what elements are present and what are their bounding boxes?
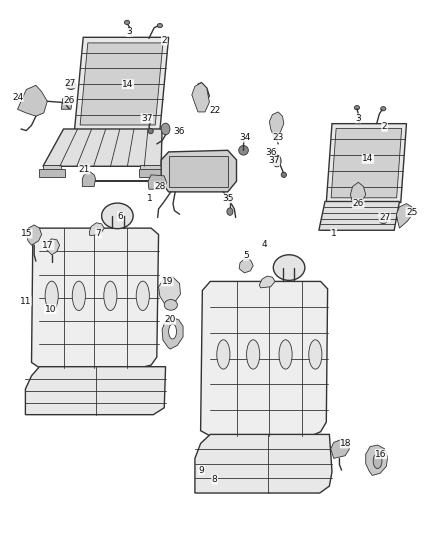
- Text: 15: 15: [21, 229, 32, 238]
- Text: 16: 16: [375, 450, 387, 458]
- Text: 14: 14: [362, 155, 374, 163]
- Text: 22: 22: [209, 107, 220, 115]
- Text: 37: 37: [141, 114, 152, 123]
- Polygon shape: [140, 165, 161, 171]
- Polygon shape: [192, 83, 209, 112]
- Text: 6: 6: [117, 212, 124, 221]
- Polygon shape: [159, 277, 180, 304]
- Text: 1: 1: [147, 194, 153, 203]
- Polygon shape: [239, 259, 253, 273]
- Ellipse shape: [227, 208, 233, 215]
- Text: 8: 8: [212, 475, 218, 484]
- Ellipse shape: [148, 128, 153, 134]
- Ellipse shape: [217, 340, 230, 369]
- Text: 20: 20: [164, 316, 176, 324]
- Text: 10: 10: [45, 305, 56, 313]
- Polygon shape: [396, 204, 413, 228]
- Ellipse shape: [72, 281, 85, 310]
- Text: 27: 27: [64, 79, 76, 87]
- Ellipse shape: [157, 23, 162, 28]
- Ellipse shape: [136, 281, 149, 310]
- Polygon shape: [331, 440, 350, 458]
- Polygon shape: [74, 37, 169, 131]
- Text: 25: 25: [406, 208, 417, 216]
- Polygon shape: [89, 223, 104, 236]
- Text: 2: 2: [162, 36, 167, 45]
- Polygon shape: [61, 99, 72, 109]
- Text: 36: 36: [173, 127, 184, 135]
- Text: 23: 23: [272, 133, 284, 142]
- Text: 9: 9: [198, 466, 205, 474]
- Text: 35: 35: [222, 194, 233, 203]
- Polygon shape: [201, 281, 328, 436]
- Text: 5: 5: [243, 252, 249, 260]
- Polygon shape: [25, 367, 166, 415]
- Text: 14: 14: [122, 80, 134, 88]
- Text: 3: 3: [355, 114, 361, 123]
- Ellipse shape: [247, 340, 260, 369]
- Ellipse shape: [273, 255, 305, 280]
- Polygon shape: [169, 156, 228, 187]
- Text: 26: 26: [64, 96, 75, 104]
- Polygon shape: [32, 228, 159, 368]
- Polygon shape: [26, 225, 42, 245]
- Polygon shape: [331, 128, 402, 198]
- Polygon shape: [43, 129, 162, 166]
- Polygon shape: [161, 150, 237, 192]
- Polygon shape: [326, 124, 406, 203]
- Polygon shape: [162, 317, 183, 349]
- Ellipse shape: [102, 203, 133, 229]
- Ellipse shape: [164, 300, 177, 310]
- Polygon shape: [148, 175, 166, 189]
- Polygon shape: [259, 276, 275, 288]
- Ellipse shape: [272, 155, 281, 167]
- Polygon shape: [366, 445, 388, 475]
- Text: 1: 1: [331, 229, 337, 238]
- Polygon shape: [82, 172, 95, 187]
- Text: 19: 19: [162, 277, 173, 286]
- Ellipse shape: [379, 215, 388, 224]
- Polygon shape: [319, 201, 399, 230]
- Polygon shape: [43, 165, 61, 171]
- Ellipse shape: [66, 81, 76, 90]
- Ellipse shape: [309, 340, 322, 369]
- Polygon shape: [350, 182, 366, 207]
- Polygon shape: [80, 43, 163, 125]
- Polygon shape: [139, 169, 165, 177]
- Polygon shape: [39, 169, 65, 177]
- Text: 36: 36: [265, 148, 276, 157]
- Text: 18: 18: [340, 439, 352, 448]
- Text: 7: 7: [95, 229, 102, 238]
- Ellipse shape: [169, 324, 177, 339]
- Ellipse shape: [45, 281, 58, 310]
- Ellipse shape: [161, 123, 170, 135]
- Text: 26: 26: [353, 199, 364, 208]
- Ellipse shape: [281, 172, 286, 177]
- Ellipse shape: [279, 340, 292, 369]
- Text: 27: 27: [379, 213, 390, 222]
- Text: 11: 11: [20, 297, 31, 305]
- Ellipse shape: [239, 146, 248, 155]
- Ellipse shape: [381, 107, 386, 111]
- Polygon shape: [195, 434, 332, 493]
- Text: 3: 3: [127, 28, 133, 36]
- Ellipse shape: [354, 106, 360, 110]
- Text: 24: 24: [12, 93, 23, 101]
- Text: 17: 17: [42, 241, 54, 249]
- Polygon shape: [269, 112, 284, 140]
- Text: 28: 28: [154, 182, 166, 191]
- Text: 37: 37: [268, 157, 279, 165]
- Polygon shape: [46, 239, 60, 255]
- Ellipse shape: [104, 281, 117, 310]
- Polygon shape: [18, 85, 47, 116]
- Ellipse shape: [124, 20, 130, 25]
- Ellipse shape: [373, 454, 382, 469]
- Text: 4: 4: [262, 240, 267, 248]
- Text: 2: 2: [382, 123, 387, 131]
- Text: 34: 34: [240, 133, 251, 142]
- Text: 21: 21: [78, 165, 90, 174]
